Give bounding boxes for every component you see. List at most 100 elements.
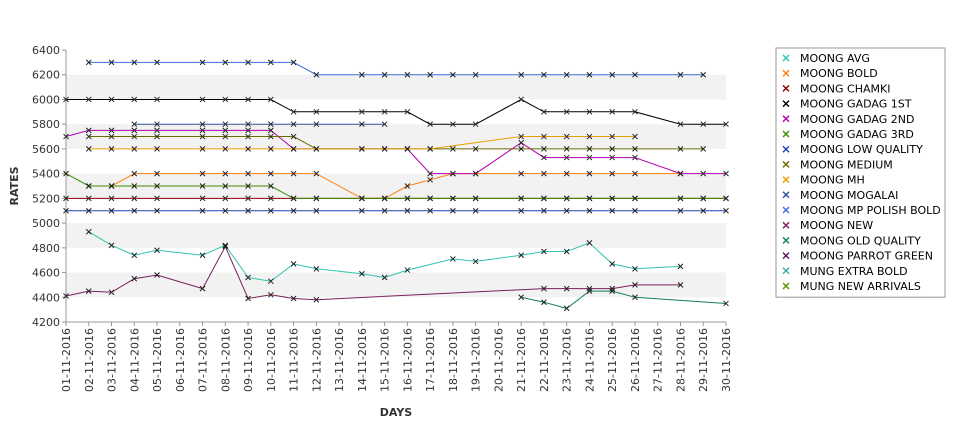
legend-item: MOONG BOLD: [782, 67, 878, 80]
data-point: [472, 170, 479, 177]
y-axis: 4200 4400 4600 4800 5000 5200 5400 5600 5800 6000…: [32, 44, 67, 329]
legend-item: MOONG PARROT GREEN: [782, 250, 933, 263]
data-point: [359, 195, 365, 202]
data-point: [427, 71, 433, 78]
data-point: [427, 146, 433, 152]
data-point: [541, 248, 547, 255]
y-tick-label: 5200: [32, 192, 60, 205]
data-point: [222, 59, 229, 66]
data-point: [267, 183, 274, 189]
data-point: [723, 170, 729, 177]
data-point: [586, 288, 593, 294]
series-line: [66, 98, 726, 125]
data-point: [609, 108, 616, 115]
data-point: [154, 133, 160, 140]
data-point: [199, 127, 206, 134]
data-point: [609, 71, 616, 78]
x-tick-label: 23-11-2016: [561, 328, 574, 392]
data-point: [131, 275, 138, 282]
data-point: [290, 59, 297, 66]
data-point: [586, 133, 593, 140]
data-point: [541, 207, 547, 214]
data-point: [450, 195, 456, 202]
data-point: [245, 295, 251, 302]
data-point: [450, 121, 456, 128]
data-point: [404, 108, 411, 115]
data-point: [154, 96, 160, 103]
data-point: [450, 207, 456, 214]
data-point: [267, 59, 274, 66]
x-tick-label: 12-11-2016: [310, 328, 323, 392]
x-tick-label: 18-11-2016: [447, 328, 460, 392]
x-tick-label: 06-11-2016: [174, 328, 187, 392]
data-point: [541, 170, 547, 177]
data-point: [632, 108, 638, 115]
data-point: [541, 146, 547, 152]
data-point: [108, 133, 115, 140]
grid-band: [66, 223, 726, 248]
data-point: [563, 146, 570, 152]
x-tick-label: 29-11-2016: [697, 328, 710, 392]
data-point: [586, 170, 593, 177]
data-point: [700, 146, 707, 152]
data-point: [85, 59, 92, 66]
data-point: [632, 170, 638, 177]
data-point: [154, 121, 160, 128]
data-point: [586, 207, 593, 214]
data-point: [563, 285, 570, 292]
data-point: [245, 59, 251, 66]
data-point: [290, 121, 297, 128]
data-point: [359, 121, 365, 128]
legend-item: MOONG MP POLISH BOLD: [782, 204, 941, 217]
data-point: [131, 59, 138, 66]
y-tick-label: 4600: [32, 267, 60, 280]
data-point: [245, 274, 251, 281]
data-point: [154, 183, 160, 189]
data-point: [586, 108, 593, 115]
data-point: [609, 146, 616, 152]
data-point: [154, 207, 160, 214]
data-point: [381, 121, 388, 128]
data-point: [131, 183, 138, 189]
data-point: [290, 261, 297, 267]
data-point: [108, 289, 115, 296]
data-point: [267, 291, 274, 298]
data-point: [563, 133, 570, 140]
data-point: [381, 108, 388, 115]
data-point: [222, 195, 229, 202]
data-point: [563, 195, 570, 202]
legend-item: MUNG NEW ARRIVALS: [782, 280, 921, 293]
data-point: [700, 121, 707, 128]
data-point: [450, 146, 456, 152]
data-point: [85, 288, 92, 294]
data-point: [313, 296, 320, 303]
data-point: [85, 207, 92, 214]
data-point: [632, 282, 638, 288]
data-point: [108, 183, 115, 189]
x-tick-label: 19-11-2016: [470, 328, 483, 392]
data-point: [518, 207, 525, 214]
data-point: [632, 71, 638, 78]
legend-label: MOONG MP POLISH BOLD: [800, 204, 941, 217]
data-point: [131, 146, 138, 152]
data-point: [222, 207, 229, 214]
data-point: [541, 154, 547, 161]
x-axis: 01-11-2016 02-11-2016 03-11-2016 04-11-2016…: [60, 321, 733, 392]
data-point: [199, 59, 206, 66]
data-point: [427, 176, 433, 183]
data-point: [63, 96, 69, 103]
data-point: [472, 258, 479, 265]
data-point: [632, 154, 638, 161]
x-tick-label: 10-11-2016: [265, 328, 278, 392]
x-tick-label: 21-11-2016: [515, 328, 528, 392]
data-point: [586, 154, 593, 161]
data-point: [404, 207, 411, 214]
data-point: [85, 183, 92, 189]
data-point: [541, 299, 547, 306]
data-point: [381, 146, 388, 152]
legend-item: MOONG AVG: [782, 52, 870, 65]
data-point: [450, 71, 456, 78]
data-point: [154, 195, 160, 202]
data-point: [63, 207, 69, 214]
legend-label: MOONG GADAG 2ND: [800, 113, 914, 126]
